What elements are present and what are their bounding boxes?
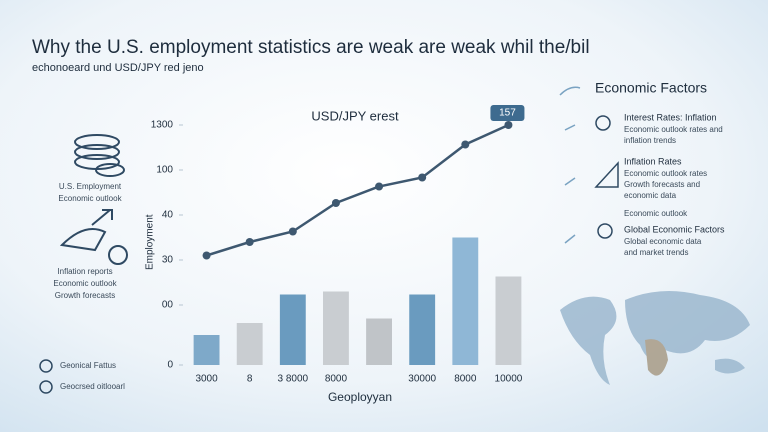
right-text: inflation trends xyxy=(624,136,676,145)
y-tick-label: 0 xyxy=(167,360,173,371)
right-text: Growth forecasts and xyxy=(624,180,700,189)
y-tick-label: 1300 xyxy=(151,120,174,131)
left-text: U.S. Employment xyxy=(59,182,122,191)
bar xyxy=(279,294,306,365)
line-point xyxy=(288,227,297,236)
line-point xyxy=(375,182,384,191)
bar xyxy=(323,291,349,365)
icon xyxy=(39,380,53,394)
chart-title: USD/JPY erest xyxy=(311,108,399,123)
x-tick-label: 3 8000 xyxy=(278,374,309,385)
annotation-box xyxy=(490,105,525,121)
x-tick-label: 10000 xyxy=(495,374,523,385)
right-text: and market trends xyxy=(624,248,688,257)
title: Why the U.S. employment statistics are w… xyxy=(32,37,590,58)
left-text: Geonical Fattus xyxy=(60,361,116,370)
left-text: Growth forecasts xyxy=(55,291,115,300)
icon xyxy=(39,359,53,373)
right-heading: Interest Rates: Inflation xyxy=(624,112,717,122)
line-point xyxy=(331,199,340,207)
x-tick-label: 30000 xyxy=(408,374,436,385)
y-axis-label: Employment xyxy=(145,214,156,270)
coins-icon xyxy=(74,134,125,177)
x-tick-label: 3000 xyxy=(195,374,218,385)
y-tick-label: 00 xyxy=(162,300,174,311)
arrow-icon xyxy=(59,209,128,265)
y-tick-label: 40 xyxy=(162,210,174,221)
right-heading: Global Economic Factors xyxy=(624,224,725,234)
bar xyxy=(236,323,263,365)
left-text: Geocrsed oitlooarl xyxy=(60,382,125,391)
line-point xyxy=(245,238,254,246)
right-text: Economic outlook rates and xyxy=(624,125,723,134)
icon xyxy=(594,161,619,188)
right-heading: Inflation Rates xyxy=(624,156,682,166)
right-label: Economic outlook xyxy=(624,209,688,218)
bar xyxy=(366,318,392,365)
right-text: Economic outlook rates xyxy=(624,169,707,178)
bar xyxy=(409,294,436,365)
y-tick-label: 100 xyxy=(156,165,173,176)
world-map xyxy=(560,291,750,385)
arrows xyxy=(559,86,581,244)
x-tick-label: 8 xyxy=(247,374,253,385)
line-point xyxy=(202,251,211,260)
y-tick-label: 30 xyxy=(162,255,174,266)
line-point xyxy=(418,173,427,182)
right-title: Economic Factors xyxy=(595,80,707,96)
left-text: Inflation reports xyxy=(57,267,112,276)
right-text: Global economic data xyxy=(624,237,702,246)
line xyxy=(206,123,509,257)
line-point xyxy=(461,140,470,149)
annotation: 157 xyxy=(499,108,516,119)
right-text: economic data xyxy=(624,191,677,200)
x-tick-label: 8000 xyxy=(454,374,477,385)
left-text: Economic outlook xyxy=(58,194,122,203)
x-axis-label: Geoployyan xyxy=(328,390,392,404)
left-text: Economic outlook xyxy=(53,279,117,288)
bar xyxy=(452,237,479,365)
line-point xyxy=(504,121,513,129)
bar xyxy=(193,335,220,365)
x-tick-label: 8000 xyxy=(325,374,348,385)
bar xyxy=(495,276,522,365)
subtitle: echonoeard und USD/JPY red jeno xyxy=(32,62,204,74)
icon xyxy=(595,115,611,131)
icon xyxy=(597,223,613,239)
